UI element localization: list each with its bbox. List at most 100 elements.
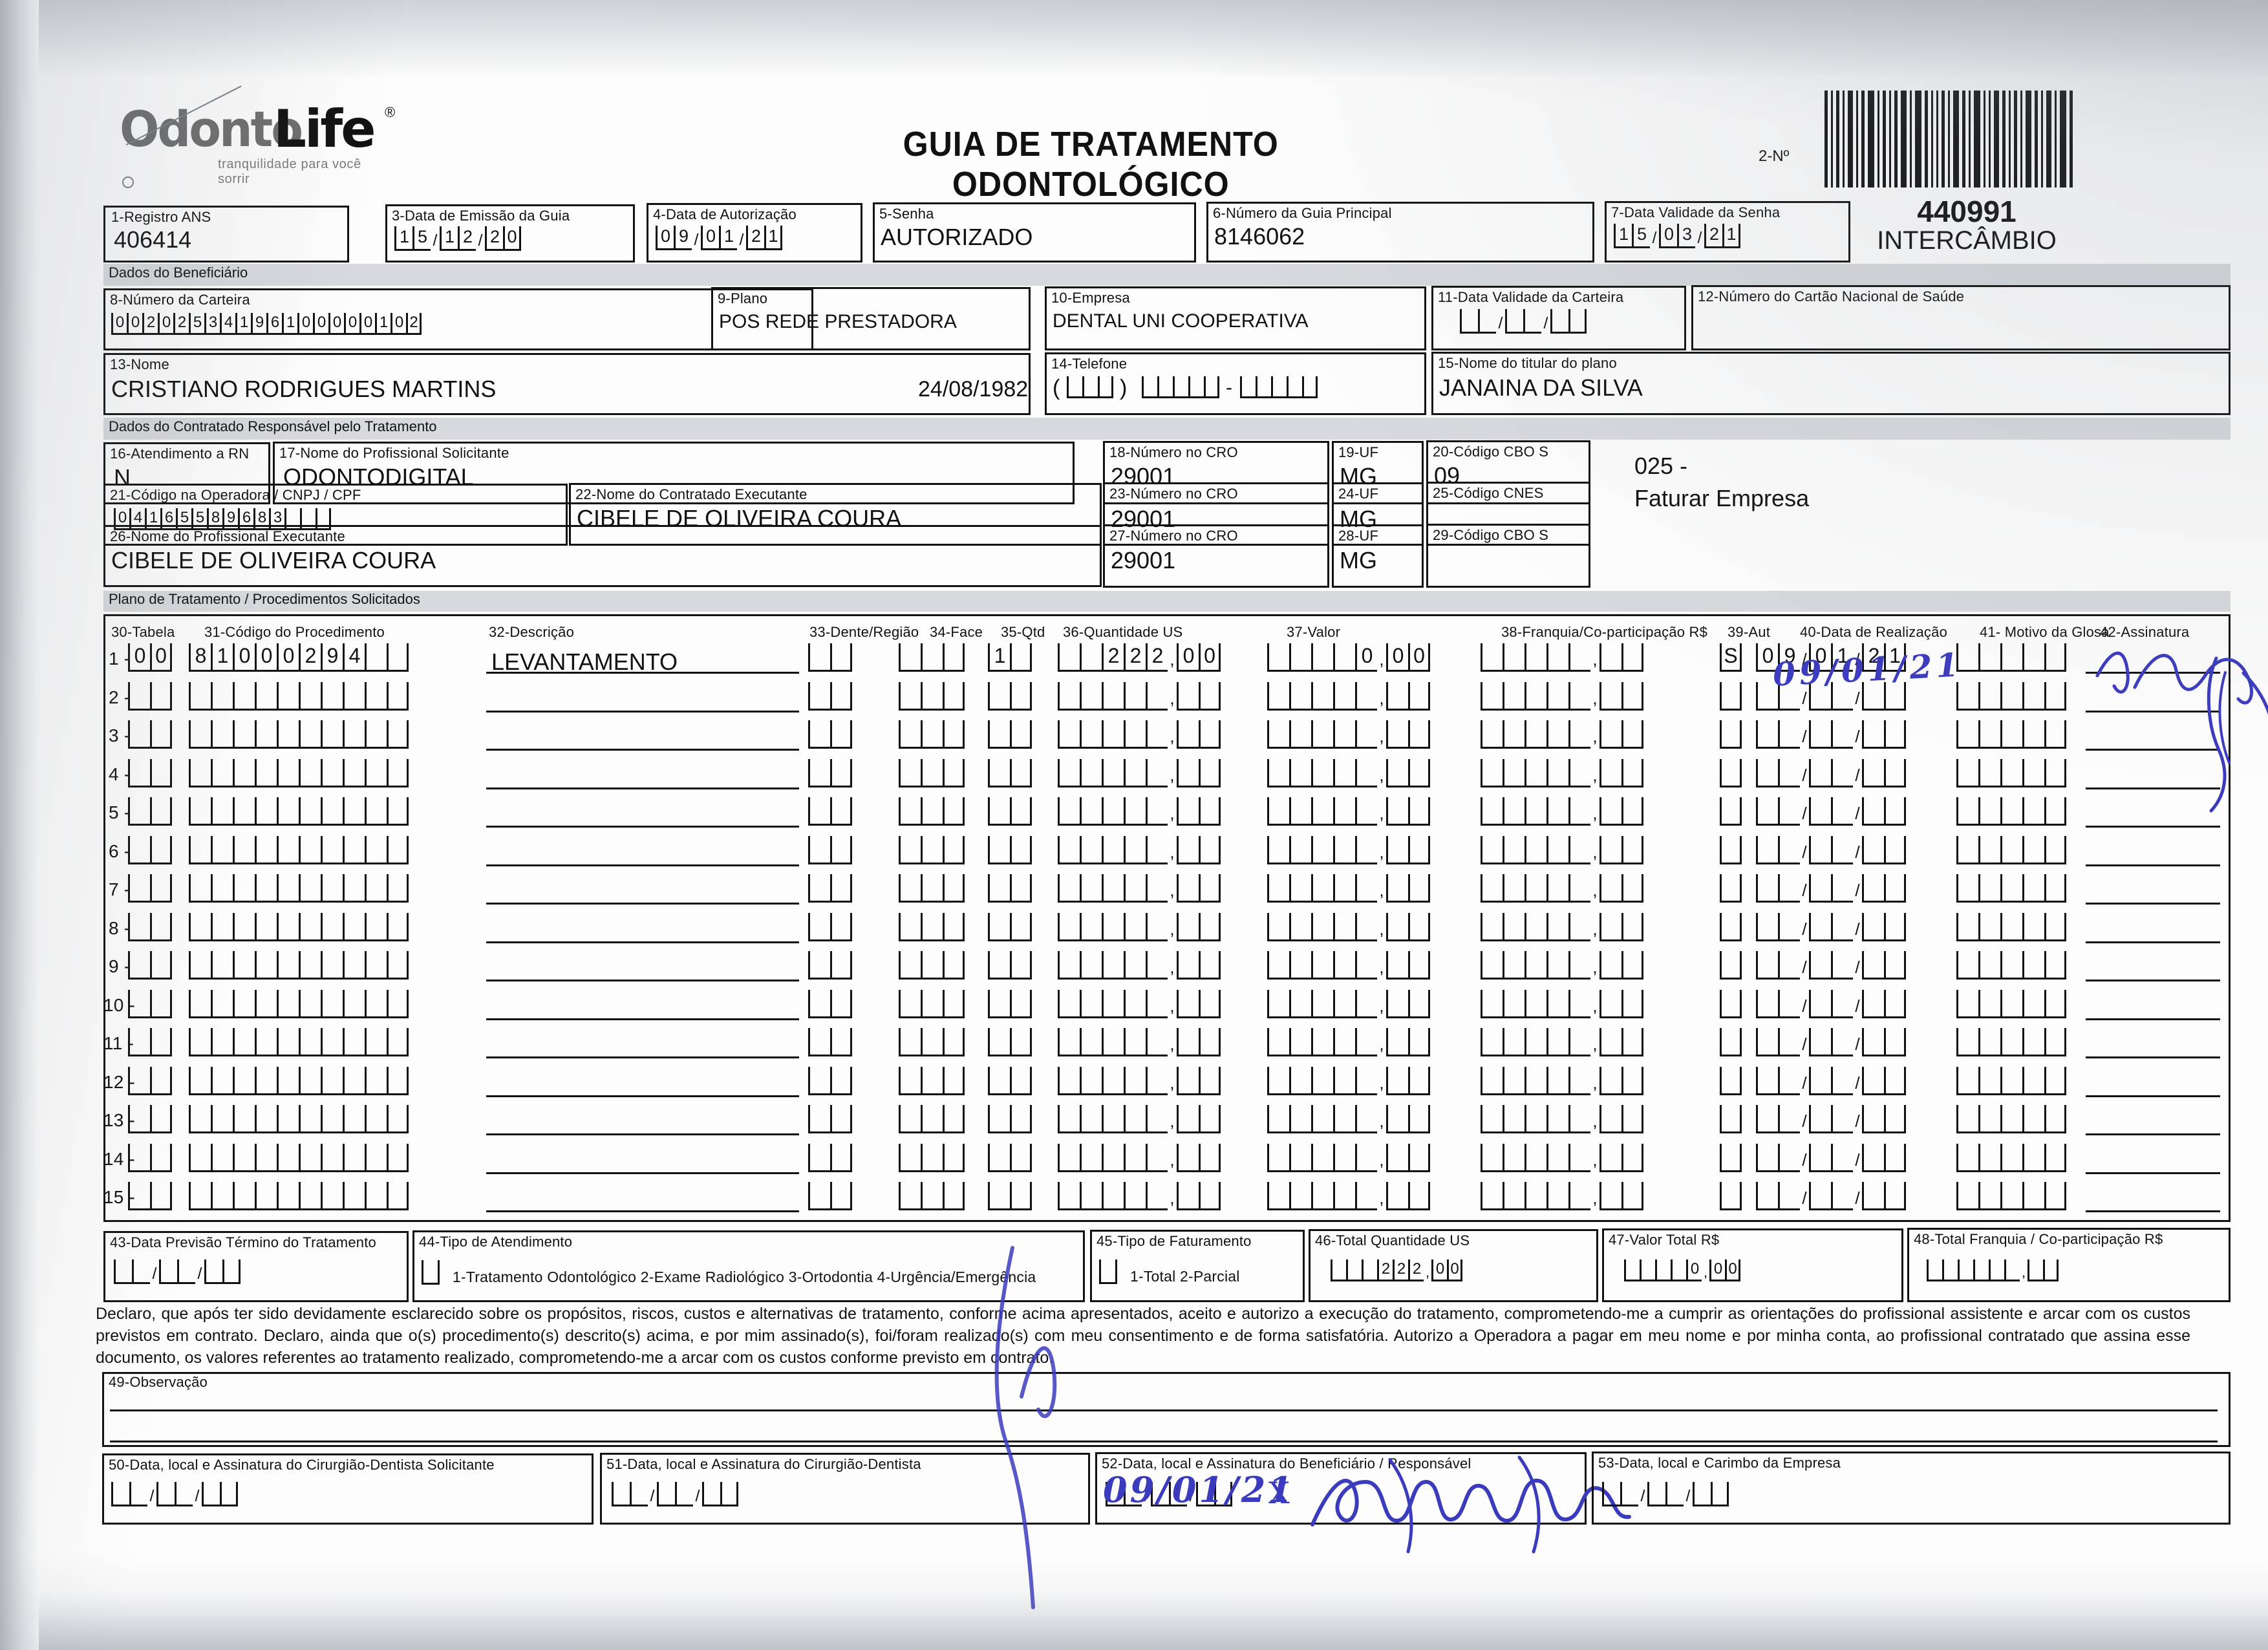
field-4-data-autorizacao-box[interactable] [647, 203, 862, 262]
field-52-date-digits[interactable]: / / [1106, 1482, 1232, 1506]
field-1-registro-ans-box[interactable] [103, 206, 349, 262]
field-45-tipo-faturamento-box[interactable] [1090, 1230, 1305, 1302]
field-11-date-digits[interactable]: / / [1460, 309, 1587, 334]
procedure-cell-assinatura[interactable] [2086, 1056, 2220, 1058]
field-50-assinatura-solicitante-box[interactable] [102, 1453, 594, 1525]
field-28-uf-profissional-box[interactable] [1332, 524, 1424, 588]
field-48-total-franquia-box[interactable] [1907, 1228, 2231, 1302]
col-32-descricao-header: 32-Descrição [489, 624, 575, 640]
col-31-codigo-header: 31-Código do Procedimento [204, 624, 385, 640]
field-50-date-digits[interactable]: / / [111, 1482, 238, 1506]
procedure-cell-descricao[interactable] [486, 864, 799, 866]
field-14-ddd-digits[interactable] [1067, 376, 1113, 398]
procedure-cell-assinatura[interactable] [2086, 787, 2220, 789]
procedure-cell-assinatura[interactable] [2086, 1210, 2220, 1212]
field-14-suffix-digits[interactable] [1240, 376, 1318, 398]
procedure-cell-descricao[interactable] [486, 1095, 799, 1097]
procedure-cell-assinatura[interactable] [2086, 1095, 2220, 1097]
procedure-cell-descricao[interactable] [486, 1172, 799, 1174]
procedure-cell-descricao[interactable] [486, 749, 799, 751]
field-46-total-quantidade-us-box[interactable] [1309, 1229, 1598, 1302]
field-14-prefix-digits[interactable] [1142, 376, 1219, 398]
procedure-row-number: 2 - [109, 687, 131, 707]
field-3-data-emissao-box[interactable] [385, 204, 635, 262]
procedure-cell-assinatura[interactable] [2086, 941, 2220, 943]
procedure-cell-assinatura[interactable] [2086, 1018, 2220, 1020]
field-51-date-digits[interactable]: / / [612, 1482, 738, 1506]
field-44-checkbox-digit[interactable] [422, 1260, 440, 1285]
field-10-empresa-box[interactable] [1045, 286, 1426, 350]
field-28-value: MG [1340, 547, 1377, 573]
field-53-date-digits[interactable]: / / [1602, 1482, 1729, 1506]
field-48-franquia-digits[interactable]: , [1927, 1259, 2059, 1281]
procedure-cell-descricao[interactable] [486, 1056, 799, 1058]
procedure-cell-descricao[interactable] [486, 787, 799, 789]
field-5-value: AUTORIZADO [881, 224, 1033, 250]
field-44-tipo-atendimento-box[interactable] [412, 1230, 1085, 1302]
field-14-telefone-box[interactable] [1045, 352, 1426, 415]
field-51-assinatura-dentista-box[interactable] [600, 1453, 1090, 1525]
field-13-nome-box[interactable] [103, 353, 1031, 415]
field-19-uf-solicitante-box[interactable] [1332, 441, 1424, 504]
field-26-profissional-executante-box[interactable] [103, 525, 1102, 587]
field-25-codigo-cnes-box[interactable] [1426, 482, 1590, 546]
procedure-cell-assinatura[interactable] [2086, 826, 2220, 828]
field-20-cbo-solicitante-box[interactable] [1426, 440, 1590, 504]
procedure-cell-descricao[interactable] [486, 1210, 799, 1212]
field-6-guia-principal-box[interactable] [1206, 202, 1594, 262]
beneficiary-section-band [103, 264, 2231, 286]
field-23-cro-executante-box[interactable] [1103, 482, 1329, 546]
procedure-cell-assinatura[interactable] [2086, 864, 2220, 866]
procedure-row-number: 4 - [109, 764, 131, 784]
field-19-value: MG [1340, 463, 1377, 489]
field-49-observacao-box[interactable] [102, 1372, 2231, 1447]
field-53-carimbo-empresa-box[interactable] [1592, 1452, 2231, 1525]
field-29-cbo-profissional-box[interactable] [1426, 524, 1590, 588]
col-30-tabela-header: 30-Tabela [111, 624, 175, 640]
col-41-motivo-glosa-header: 41- Motivo da Glosa [1980, 624, 2110, 640]
field-16-atendimento-rn-box[interactable] [103, 442, 270, 504]
field-15-titular-box[interactable] [1431, 352, 2231, 415]
procedure-cell-assinatura[interactable] [2086, 980, 2220, 981]
procedure-cell-descricao[interactable] [486, 672, 799, 674]
field-27-cro-profissional-box[interactable] [1103, 524, 1329, 588]
procedure-cell-assinatura[interactable] [2086, 903, 2220, 905]
field-12-cartao-nacional-box[interactable] [1691, 285, 2231, 350]
field-45-checkbox-digit[interactable] [1099, 1259, 1117, 1284]
field-18-cro-solicitante-box[interactable] [1103, 441, 1329, 504]
field-24-uf-executante-box[interactable] [1332, 482, 1424, 546]
procedure-cell-descricao[interactable] [486, 710, 799, 712]
procedure-cell-descricao[interactable] [486, 980, 799, 981]
procedure-cell-descricao[interactable] [486, 1133, 799, 1135]
field-7-validade-senha-box[interactable] [1605, 201, 1850, 262]
procedure-cell-descricao[interactable] [486, 941, 799, 943]
field-21-codigo-operadora-box[interactable] [103, 484, 568, 546]
procedure-cell-descricao[interactable] [486, 903, 799, 905]
field-17-profissional-solicitante-box[interactable] [273, 442, 1075, 504]
field-8-numero-carteira-box[interactable] [103, 288, 813, 350]
procedure-cell-assinatura[interactable] [2086, 672, 2220, 674]
field-5-senha-box[interactable] [873, 202, 1196, 262]
procedure-cell-assinatura[interactable] [2086, 749, 2220, 751]
field-22-label: 22-Nome do Contratado Executante [575, 486, 808, 502]
field-22-contratado-executante-box[interactable] [569, 483, 1102, 546]
field-47-valor-total-box[interactable] [1602, 1228, 1903, 1302]
procedure-cell-assinatura[interactable] [2086, 1172, 2220, 1174]
field-11-validade-carteira-box[interactable] [1431, 286, 1686, 350]
field-9-plano-box[interactable] [711, 287, 1031, 350]
field-43-previsao-termino-box[interactable] [103, 1231, 409, 1302]
procedure-cell-descricao[interactable] [486, 826, 799, 828]
field-43-date-digits[interactable]: / / [114, 1259, 241, 1284]
procedure-cell-assinatura[interactable] [2086, 710, 2220, 712]
procedure-cell-assinatura[interactable] [2086, 1133, 2220, 1135]
field-44-options: 1-Tratamento Odontológico 2-Exame Radiol… [453, 1269, 1036, 1285]
procedure-cell-descricao[interactable] [486, 1018, 799, 1020]
